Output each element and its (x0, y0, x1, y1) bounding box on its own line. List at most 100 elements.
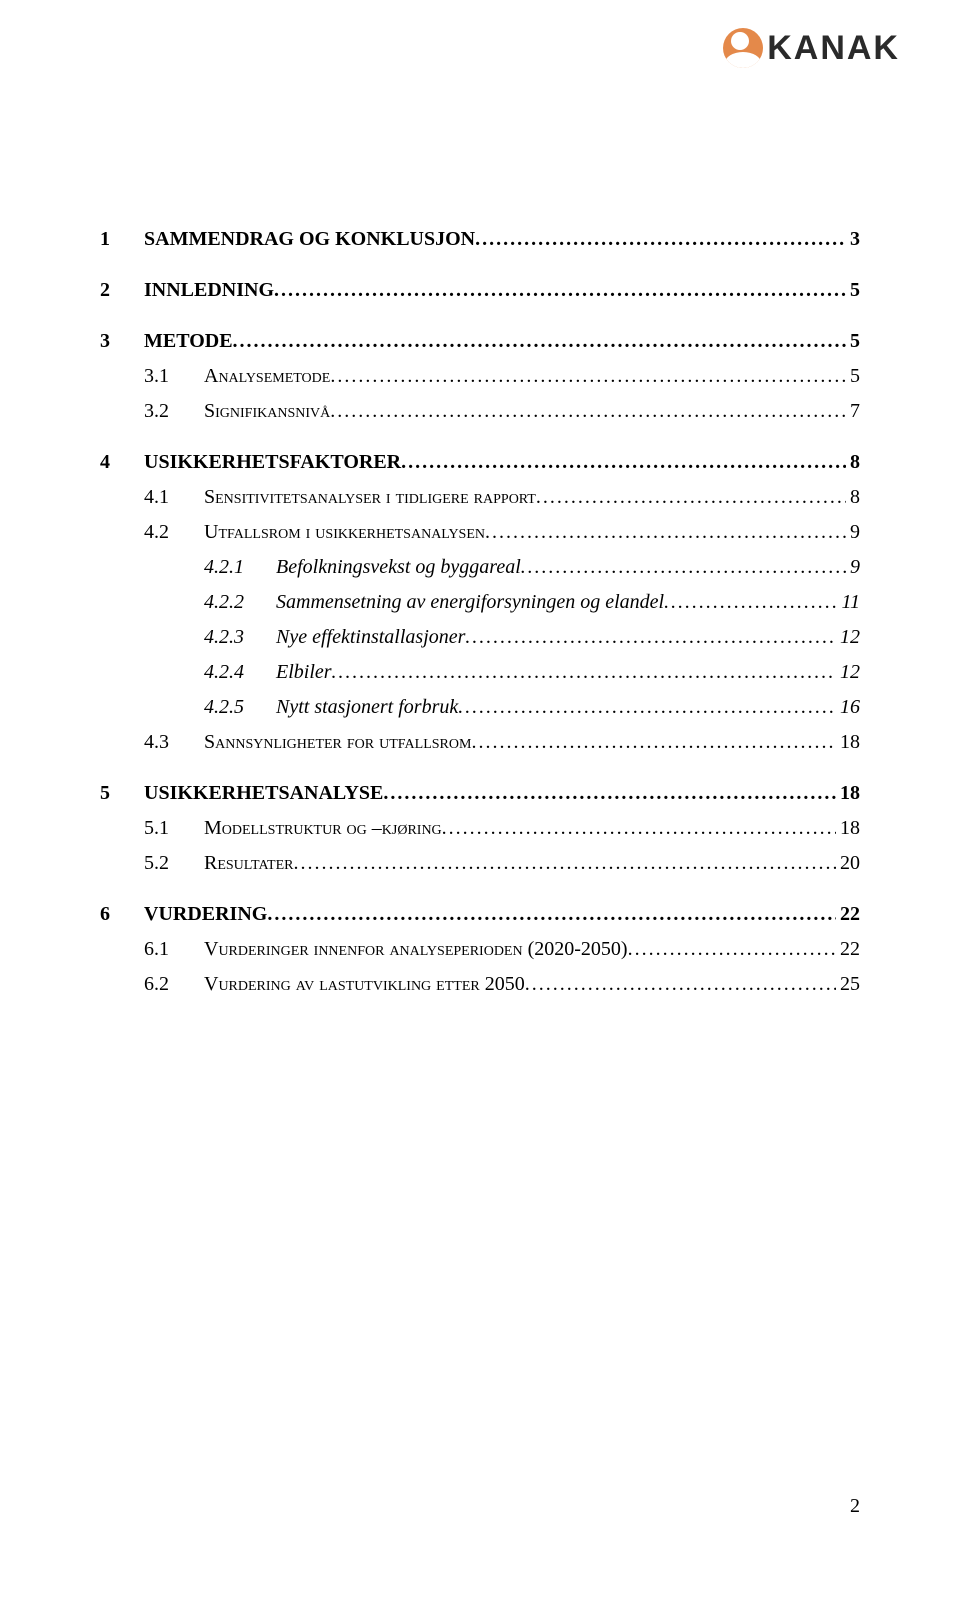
toc-entry: 3.1Analysemetode........................… (100, 365, 860, 388)
toc-entry-page: 12 (836, 626, 860, 649)
toc-leader-dots: ........................................… (330, 365, 846, 388)
toc-entry-number: 5.2 (144, 852, 204, 875)
toc-entry-page: 3 (846, 228, 860, 251)
toc-entry-number: 4.1 (144, 486, 204, 509)
toc-entry-title: Modellstruktur og –kjøring (204, 817, 442, 840)
toc-leader-dots: ........................................… (664, 591, 837, 614)
toc-entry-number: 3 (100, 330, 144, 353)
toc-entry-title: Utfallsrom i usikkerhetsanalysen (204, 521, 485, 544)
toc-entry-title: VURDERING (144, 903, 267, 926)
toc-entry-number: 4.2.3 (204, 626, 276, 649)
toc-leader-dots: ........................................… (536, 486, 846, 509)
toc-leader-dots: ........................................… (465, 626, 836, 649)
toc-entry-number: 5 (100, 782, 144, 805)
toc-entry-number: 6.2 (144, 973, 204, 996)
toc-entry-title: SAMMENDRAG OG KONKLUSJON (144, 228, 475, 251)
toc-entry-number: 6 (100, 903, 144, 926)
toc-entry-number: 4.3 (144, 731, 204, 754)
toc-leader-dots: ........................................… (383, 782, 836, 805)
toc-entry-title: Resultater (204, 852, 294, 875)
toc-entry: 6.1Vurderinger innenfor analyseperioden … (100, 938, 860, 961)
toc-leader-dots: ........................................… (294, 852, 837, 875)
toc-leader-dots: ........................................… (525, 973, 836, 996)
toc-leader-dots: ........................................… (628, 938, 836, 961)
toc-entry-page: 5 (846, 365, 860, 388)
toc-leader-dots: ........................................… (330, 400, 846, 423)
toc-entry: 4.2.5Nytt stasjonert forbruk............… (100, 696, 860, 719)
toc-entry: 4.2Utfallsrom i usikkerhetsanalysen.....… (100, 521, 860, 544)
toc-entry: 4.2.4Elbiler............................… (100, 661, 860, 684)
brand-logo: KANAK (723, 28, 900, 68)
toc-entry: 5.1Modellstruktur og –kjøring...........… (100, 817, 860, 840)
toc-entry-page: 20 (836, 852, 860, 875)
toc-entry-title: Elbiler (276, 661, 332, 684)
toc-entry: 5USIKKERHETSANALYSE.....................… (100, 782, 860, 805)
toc-entry-page: 7 (846, 400, 860, 423)
table-of-contents: 1SAMMENDRAG OG KONKLUSJON...............… (100, 200, 860, 996)
toc-leader-dots: ........................................… (485, 521, 846, 544)
toc-leader-dots: ........................................… (332, 661, 836, 684)
logo-head-icon (723, 28, 763, 68)
toc-entry-title: Befolkningsvekst og byggareal (276, 556, 521, 579)
toc-entry-page: 9 (846, 556, 860, 579)
toc-entry-page: 22 (836, 903, 860, 926)
toc-entry-page: 18 (836, 782, 860, 805)
toc-entry: 2INNLEDNING.............................… (100, 279, 860, 302)
toc-entry-number: 4.2.2 (204, 591, 276, 614)
toc-leader-dots: ........................................… (458, 696, 836, 719)
toc-entry-number: 2 (100, 279, 144, 302)
toc-entry-title: Nye effektinstallasjoner (276, 626, 465, 649)
toc-entry-page: 16 (836, 696, 860, 719)
toc-entry-title: Sammensetning av energiforsyningen og el… (276, 591, 664, 614)
toc-entry-number: 4.2.1 (204, 556, 276, 579)
toc-entry: 5.2Resultater...........................… (100, 852, 860, 875)
toc-entry: 4.2.2Sammensetning av energiforsyningen … (100, 591, 860, 614)
toc-entry-title: METODE (144, 330, 233, 353)
toc-entry: 3.2Signifikansnivå......................… (100, 400, 860, 423)
toc-entry-title: Analysemetode (204, 365, 330, 388)
toc-entry: 4.3Sannsynligheter for utfallsrom.......… (100, 731, 860, 754)
toc-entry-title: Nytt stasjonert forbruk (276, 696, 458, 719)
toc-leader-dots: ........................................… (471, 731, 836, 754)
toc-entry: 3METODE.................................… (100, 330, 860, 353)
toc-entry-page: 11 (837, 591, 860, 614)
toc-entry-page: 8 (846, 451, 860, 474)
toc-leader-dots: ........................................… (267, 903, 836, 926)
toc-entry-title: USIKKERHETSFAKTORER (144, 451, 401, 474)
toc-entry-number: 5.1 (144, 817, 204, 840)
toc-leader-dots: ........................................… (233, 330, 846, 353)
toc-entry-page: 22 (836, 938, 860, 961)
toc-entry: 4.1Sensitivitetsanalyser i tidligere rap… (100, 486, 860, 509)
toc-entry: 1SAMMENDRAG OG KONKLUSJON...............… (100, 228, 860, 251)
toc-entry-title: Signifikansnivå (204, 400, 330, 423)
toc-entry-page: 5 (846, 279, 860, 302)
toc-leader-dots: ........................................… (401, 451, 846, 474)
toc-entry-number: 4.2 (144, 521, 204, 544)
toc-entry-page: 8 (846, 486, 860, 509)
toc-leader-dots: ........................................… (274, 279, 846, 302)
toc-entry-page: 18 (836, 731, 860, 754)
logo-text: KANAK (767, 29, 900, 68)
toc-entry-title: Sannsynligheter for utfallsrom (204, 731, 471, 754)
toc-entry: 4USIKKERHETSFAKTORER....................… (100, 451, 860, 474)
toc-entry: 4.2.3Nye effektinstallasjoner...........… (100, 626, 860, 649)
toc-entry-title: USIKKERHETSANALYSE (144, 782, 383, 805)
toc-entry-page: 9 (846, 521, 860, 544)
toc-entry-title: INNLEDNING (144, 279, 274, 302)
toc-leader-dots: ........................................… (442, 817, 836, 840)
toc-entry-page: 18 (836, 817, 860, 840)
toc-entry-title: Vurdering av lastutvikling etter 2050 (204, 973, 525, 996)
toc-leader-dots: ........................................… (521, 556, 846, 579)
toc-entry-title: Sensitivitetsanalyser i tidligere rappor… (204, 486, 536, 509)
toc-entry-number: 4.2.4 (204, 661, 276, 684)
toc-entry-number: 4 (100, 451, 144, 474)
toc-entry: 4.2.1Befolkningsvekst og byggareal......… (100, 556, 860, 579)
toc-leader-dots: ........................................… (475, 228, 846, 251)
toc-entry: 6.2Vurdering av lastutvikling etter 2050… (100, 973, 860, 996)
toc-entry-number: 1 (100, 228, 144, 251)
toc-entry-title: Vurderinger innenfor analyseperioden (20… (204, 938, 628, 961)
toc-entry-page: 12 (836, 661, 860, 684)
toc-entry-number: 4.2.5 (204, 696, 276, 719)
toc-entry-number: 3.1 (144, 365, 204, 388)
page-number: 2 (850, 1495, 860, 1518)
